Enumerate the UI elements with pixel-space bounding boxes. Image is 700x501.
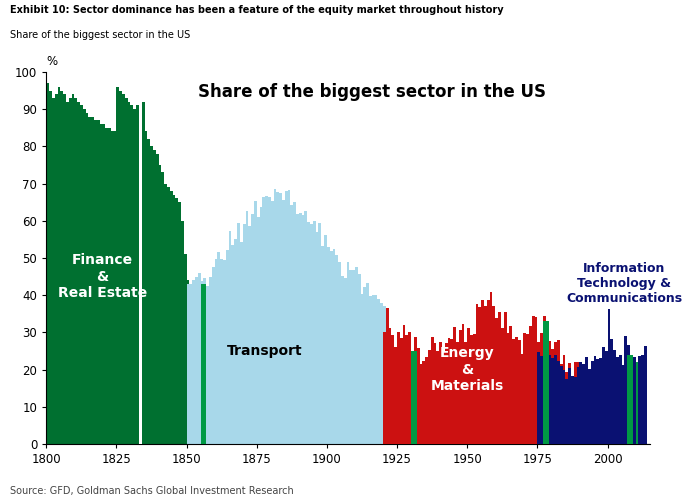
Text: Energy
&
Materials: Energy & Materials [430, 346, 504, 393]
Text: Finance
&
Real Estate: Finance & Real Estate [58, 254, 147, 300]
Text: Exhibit 10: Sector dominance has been a feature of the equity market throughout : Exhibit 10: Sector dominance has been a … [10, 5, 504, 15]
Text: Share of the biggest sector in the US: Share of the biggest sector in the US [10, 30, 190, 40]
Text: Share of the biggest sector in the US: Share of the biggest sector in the US [198, 83, 546, 101]
Text: Information
Technology &
Communications: Information Technology & Communications [566, 263, 682, 306]
Text: Transport: Transport [228, 344, 303, 358]
Text: Source: GFD, Goldman Sachs Global Investment Research: Source: GFD, Goldman Sachs Global Invest… [10, 486, 294, 496]
Text: %: % [46, 55, 57, 68]
